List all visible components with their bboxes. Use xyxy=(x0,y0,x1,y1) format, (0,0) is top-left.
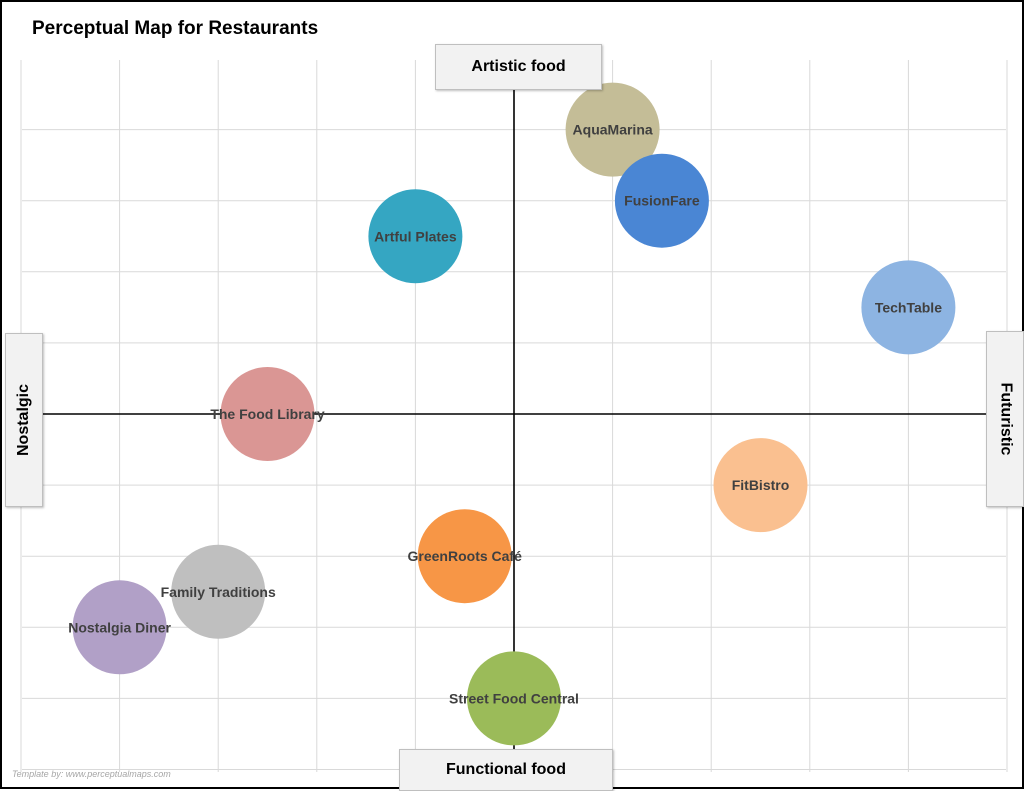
brand-point: The Food Library xyxy=(210,367,325,461)
brand-label: FusionFare xyxy=(624,193,700,209)
brand-label: Family Traditions xyxy=(161,584,276,600)
axis-label-right-text: Futuristic xyxy=(997,382,1015,456)
grid-lines xyxy=(20,60,1008,772)
brand-point: GreenRoots Café xyxy=(408,509,523,604)
brand-bubble xyxy=(72,580,167,675)
brand-label: The Food Library xyxy=(210,406,325,422)
brand-point: TechTable xyxy=(861,260,956,355)
brand-bubble xyxy=(171,544,266,639)
axis-label-bottom-text: Functional food xyxy=(446,761,566,778)
chart-title: Perceptual Map for Restaurants xyxy=(32,18,319,39)
brand-point: FusionFare xyxy=(614,153,709,248)
brand-label: Street Food Central xyxy=(449,690,579,706)
brand-bubble xyxy=(861,260,956,355)
brand-bubble xyxy=(713,438,808,533)
brand-bubble xyxy=(220,367,315,461)
brand-bubble xyxy=(417,509,512,604)
brand-bubble xyxy=(467,651,561,746)
brand-label: AquaMarina xyxy=(573,122,653,138)
brand-label: FitBistro xyxy=(732,477,790,493)
brand-point: Artful Plates xyxy=(368,189,463,284)
brand-label: Nostalgia Diner xyxy=(68,619,171,635)
brand-label: Artful Plates xyxy=(374,228,457,244)
axis-label-top: Artistic food xyxy=(435,44,602,90)
axis-lines xyxy=(42,88,986,749)
axis-label-top-text: Artistic food xyxy=(471,58,566,75)
brand-bubble xyxy=(614,153,709,248)
brand-point: Street Food Central xyxy=(449,651,579,746)
watermark: Template by: www.perceptualmaps.com xyxy=(12,769,171,779)
brand-point: AquaMarina xyxy=(565,82,660,177)
brand-label: TechTable xyxy=(875,299,942,315)
brand-bubble xyxy=(565,82,660,177)
axis-label-bottom: Functional food xyxy=(399,749,613,791)
axis-label-left: Nostalgic xyxy=(5,333,43,507)
axis-label-left-text: Nostalgic xyxy=(15,383,33,457)
axis-label-right: Futuristic xyxy=(986,331,1024,507)
brand-points: AquaMarina FusionFare Artful Plates TechTab… xyxy=(68,82,956,746)
brand-label: GreenRoots Café xyxy=(408,548,523,564)
brand-point: Nostalgia Diner xyxy=(68,580,171,675)
brand-bubble xyxy=(368,189,463,284)
brand-point: FitBistro xyxy=(713,438,808,533)
brand-point: Family Traditions xyxy=(161,544,276,639)
